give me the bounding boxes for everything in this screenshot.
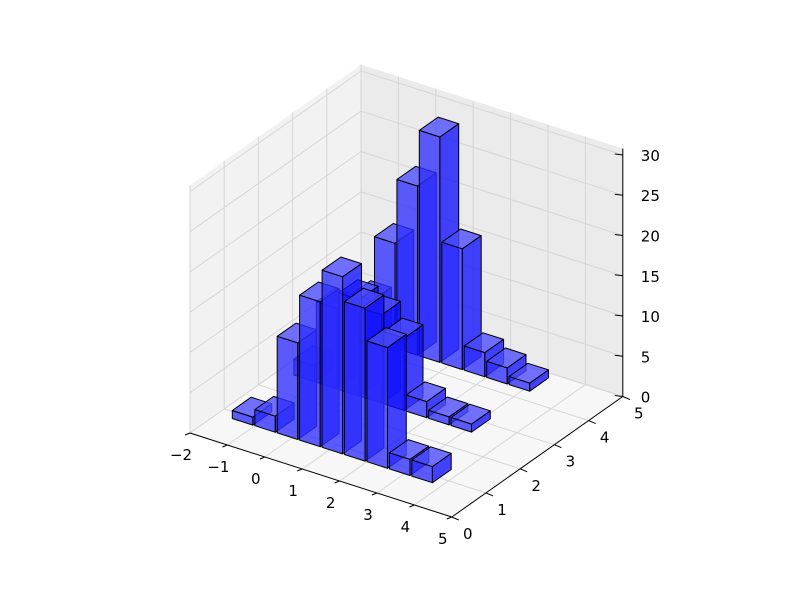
y-tick-label: 2 — [531, 477, 541, 495]
bar-top-face — [428, 396, 469, 418]
x-tick-label: 1 — [288, 482, 298, 500]
bar-top-face — [441, 228, 482, 250]
grid-line-z-side — [189, 70, 362, 192]
z-tick-mark — [614, 193, 623, 196]
bar-front-face — [276, 335, 299, 440]
bar — [441, 228, 482, 371]
bar — [411, 446, 452, 484]
z-tick-label: 10 — [641, 308, 660, 326]
y-tick-label: 0 — [463, 525, 473, 543]
y-tick-label: 4 — [600, 429, 610, 447]
bar-top-face — [388, 439, 430, 460]
x-axis-line — [189, 432, 452, 518]
grid-line-z-back — [360, 110, 623, 196]
z-tick-label: 15 — [641, 268, 660, 286]
x-tick-label: 0 — [251, 470, 261, 488]
grid-line-z-side — [189, 151, 362, 273]
y-tick-mark — [520, 468, 528, 473]
grid-line-z-side — [189, 191, 362, 313]
x-tick-mark — [222, 444, 228, 448]
x-tick-mark — [184, 432, 191, 436]
x-tick-mark — [297, 468, 303, 472]
bar-top-face — [418, 116, 460, 138]
y-tick-mark — [451, 516, 459, 521]
x-tick-label: 2 — [326, 494, 336, 512]
bar — [486, 347, 527, 385]
x-tick-label: −1 — [207, 458, 229, 476]
x-tick-mark — [259, 456, 265, 460]
bar-front-face — [344, 301, 366, 462]
bar-top-face — [486, 347, 527, 369]
grid-line-z-side — [189, 231, 362, 353]
y-axis-line — [451, 396, 624, 518]
z-tick-label: 30 — [641, 147, 660, 165]
x-tick-mark — [371, 492, 378, 496]
z-tick-mark — [614, 354, 623, 357]
axis-lines — [184, 148, 630, 521]
y-tick-label: 1 — [497, 501, 507, 519]
bar — [450, 403, 491, 433]
z-tick-label: 5 — [641, 348, 651, 366]
x-tick-label: 4 — [401, 518, 411, 536]
bar-top-face — [405, 381, 446, 403]
bar-top-face — [450, 403, 491, 425]
z-tick-mark — [614, 314, 623, 317]
grid-line-z-back — [360, 151, 623, 236]
bar-front-face — [299, 294, 321, 448]
x-tick-label: −2 — [170, 446, 192, 464]
z-tick-mark — [614, 395, 623, 397]
x-tick-mark — [446, 516, 452, 520]
x-tick-label: 5 — [438, 530, 448, 548]
bar-front-face — [321, 269, 344, 455]
grid-line-z-side — [189, 110, 362, 233]
bar — [508, 362, 549, 392]
z-tick-mark — [614, 274, 623, 277]
x-tick-label: 3 — [363, 506, 373, 524]
grid-line-x-floor — [414, 384, 586, 506]
y-tick-mark — [588, 420, 596, 425]
y-tick-label: 3 — [566, 453, 576, 471]
bar-front-face — [366, 340, 388, 469]
y-tick-label: 5 — [634, 405, 644, 423]
x-tick-mark — [334, 480, 340, 484]
y-tick-mark — [554, 444, 562, 449]
bar-top-face — [463, 332, 505, 354]
bars — [231, 116, 549, 484]
bar — [366, 327, 407, 469]
z-tick-label: 25 — [641, 187, 660, 205]
bar-top-face — [344, 287, 385, 309]
bar-top-face — [366, 327, 407, 349]
y-tick-mark — [622, 396, 630, 400]
bar-top-face — [508, 362, 549, 384]
x-tick-mark — [409, 504, 415, 508]
bar-front-face — [441, 241, 463, 371]
z-tick-label: 0 — [641, 389, 651, 407]
bar-top-face — [321, 256, 362, 278]
z-tick-mark — [614, 234, 623, 236]
z-tick-label: 20 — [641, 228, 660, 246]
grid-line-z-back — [360, 70, 623, 156]
bar-top-face — [411, 446, 452, 468]
y-tick-mark — [485, 492, 494, 497]
z-tick-mark — [614, 153, 623, 156]
